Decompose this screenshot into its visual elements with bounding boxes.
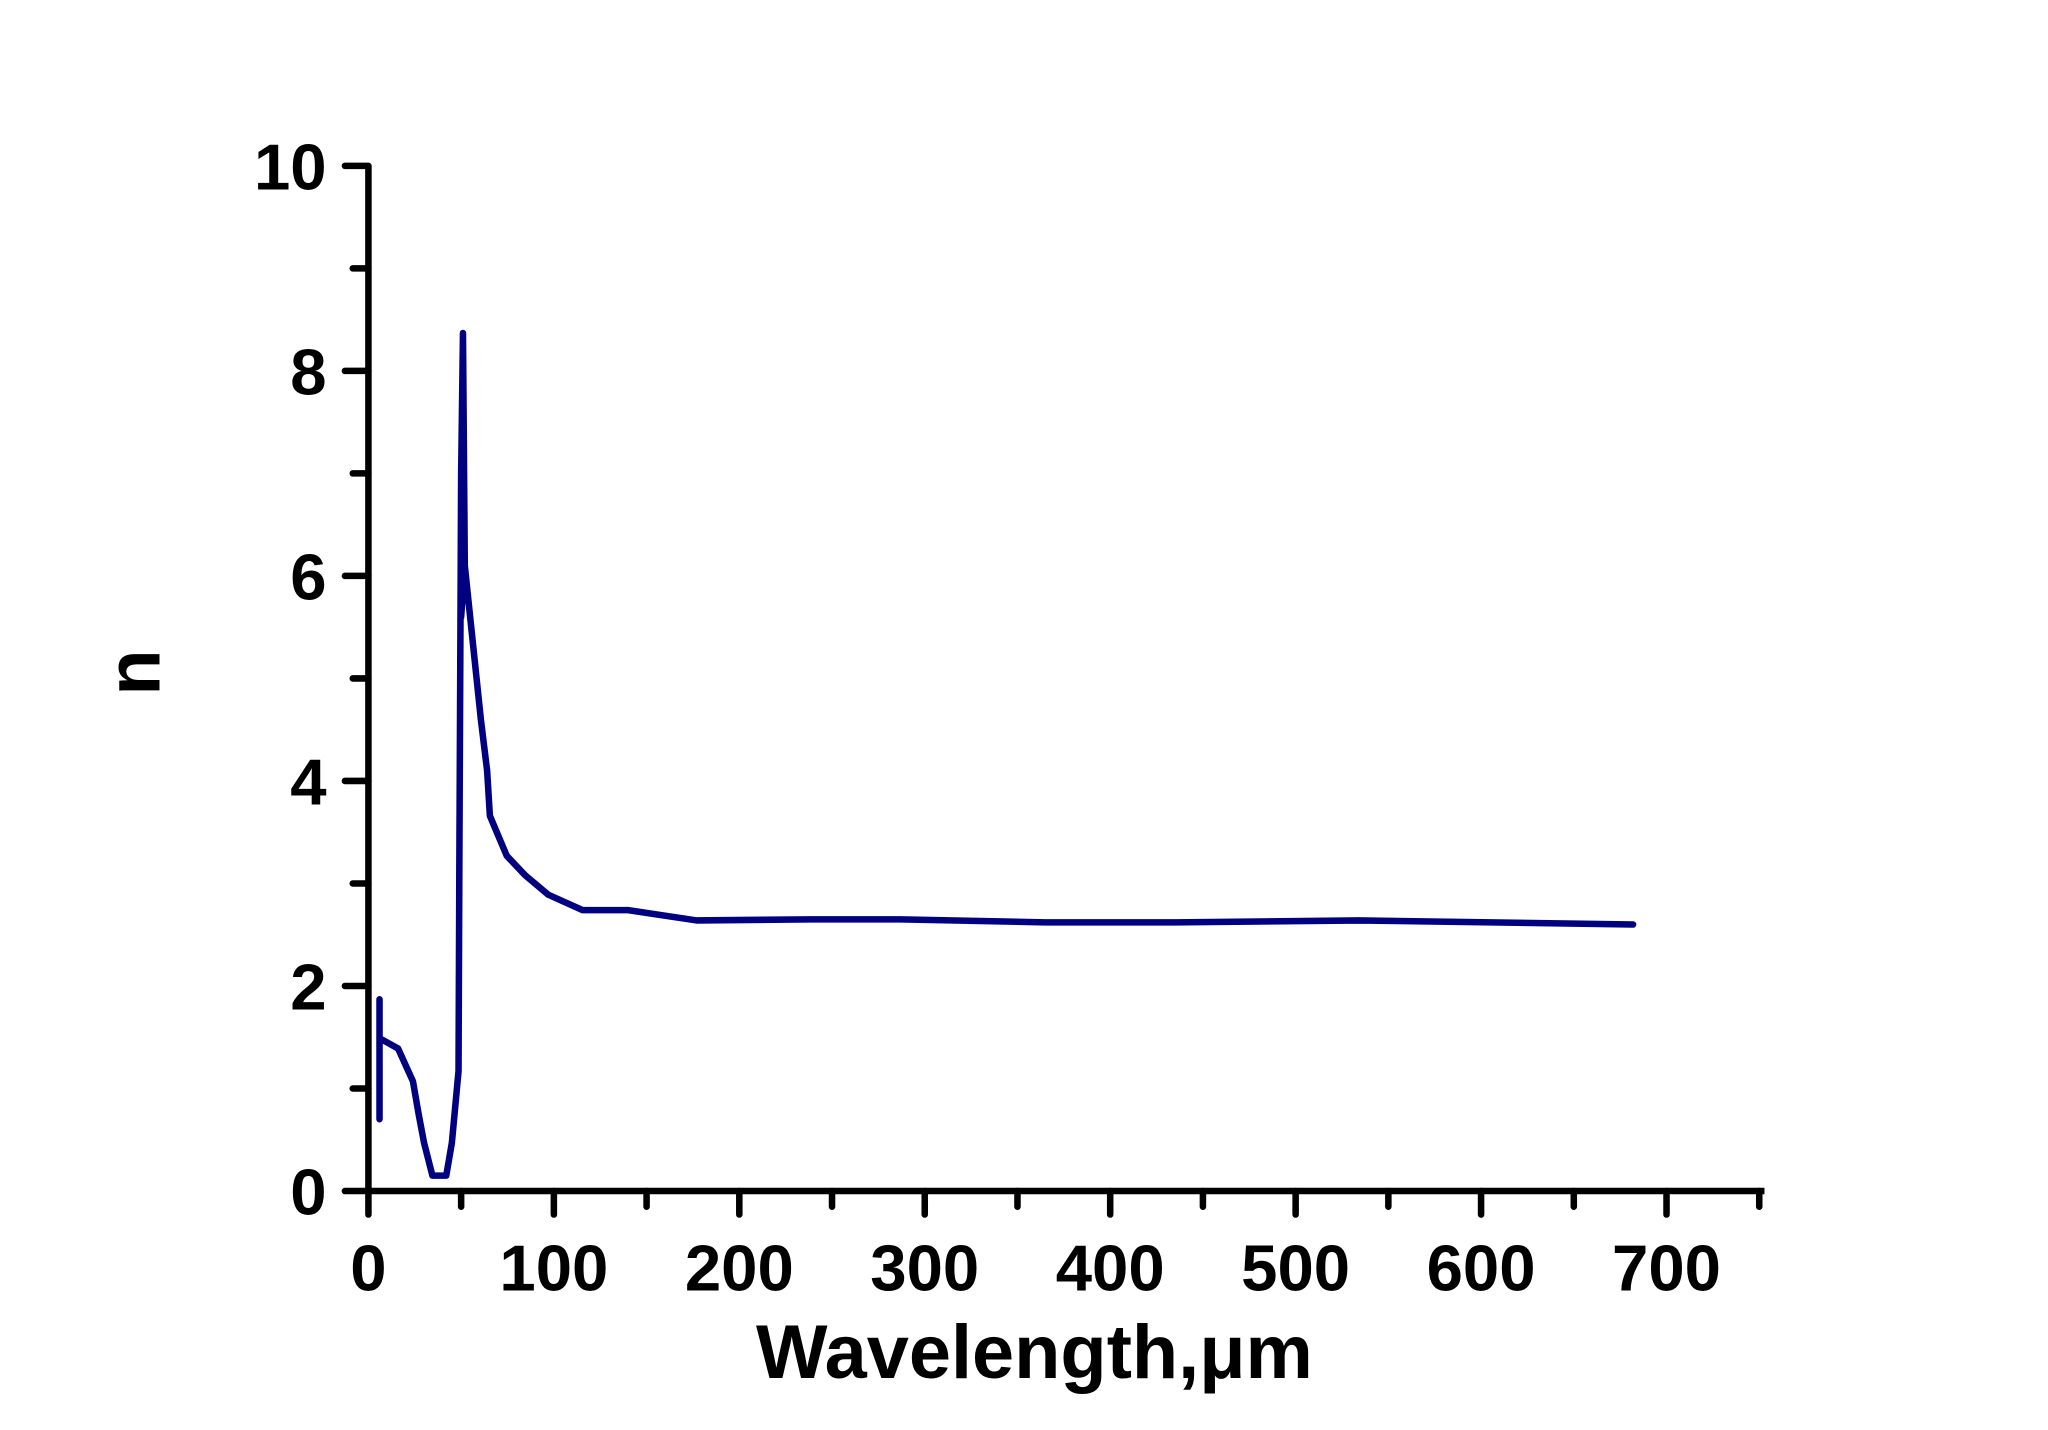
x-axis-label: Wavelength,μm: [756, 1310, 1313, 1395]
x-tick-label: 500: [1241, 1231, 1350, 1304]
x-tick-label: 100: [499, 1231, 608, 1304]
y-tick-label: 4: [290, 745, 326, 818]
y-tick-label: 6: [290, 540, 326, 613]
y-tick-label: 10: [254, 130, 327, 203]
x-tick-label: 200: [685, 1231, 794, 1304]
x-tick-label: 700: [1612, 1231, 1721, 1304]
series-line: [376, 329, 1637, 1179]
y-tick-label: 2: [290, 950, 326, 1023]
x-tick-label: 600: [1427, 1231, 1536, 1304]
y-tick-label: 8: [290, 335, 326, 408]
y-axis-label: n: [91, 649, 176, 695]
x-tick-label: 0: [350, 1231, 386, 1304]
x-tick-label: 400: [1056, 1231, 1165, 1304]
y-tick-label: 0: [290, 1156, 326, 1229]
x-tick-label: 300: [870, 1231, 979, 1304]
ticks: [341, 162, 1763, 1218]
